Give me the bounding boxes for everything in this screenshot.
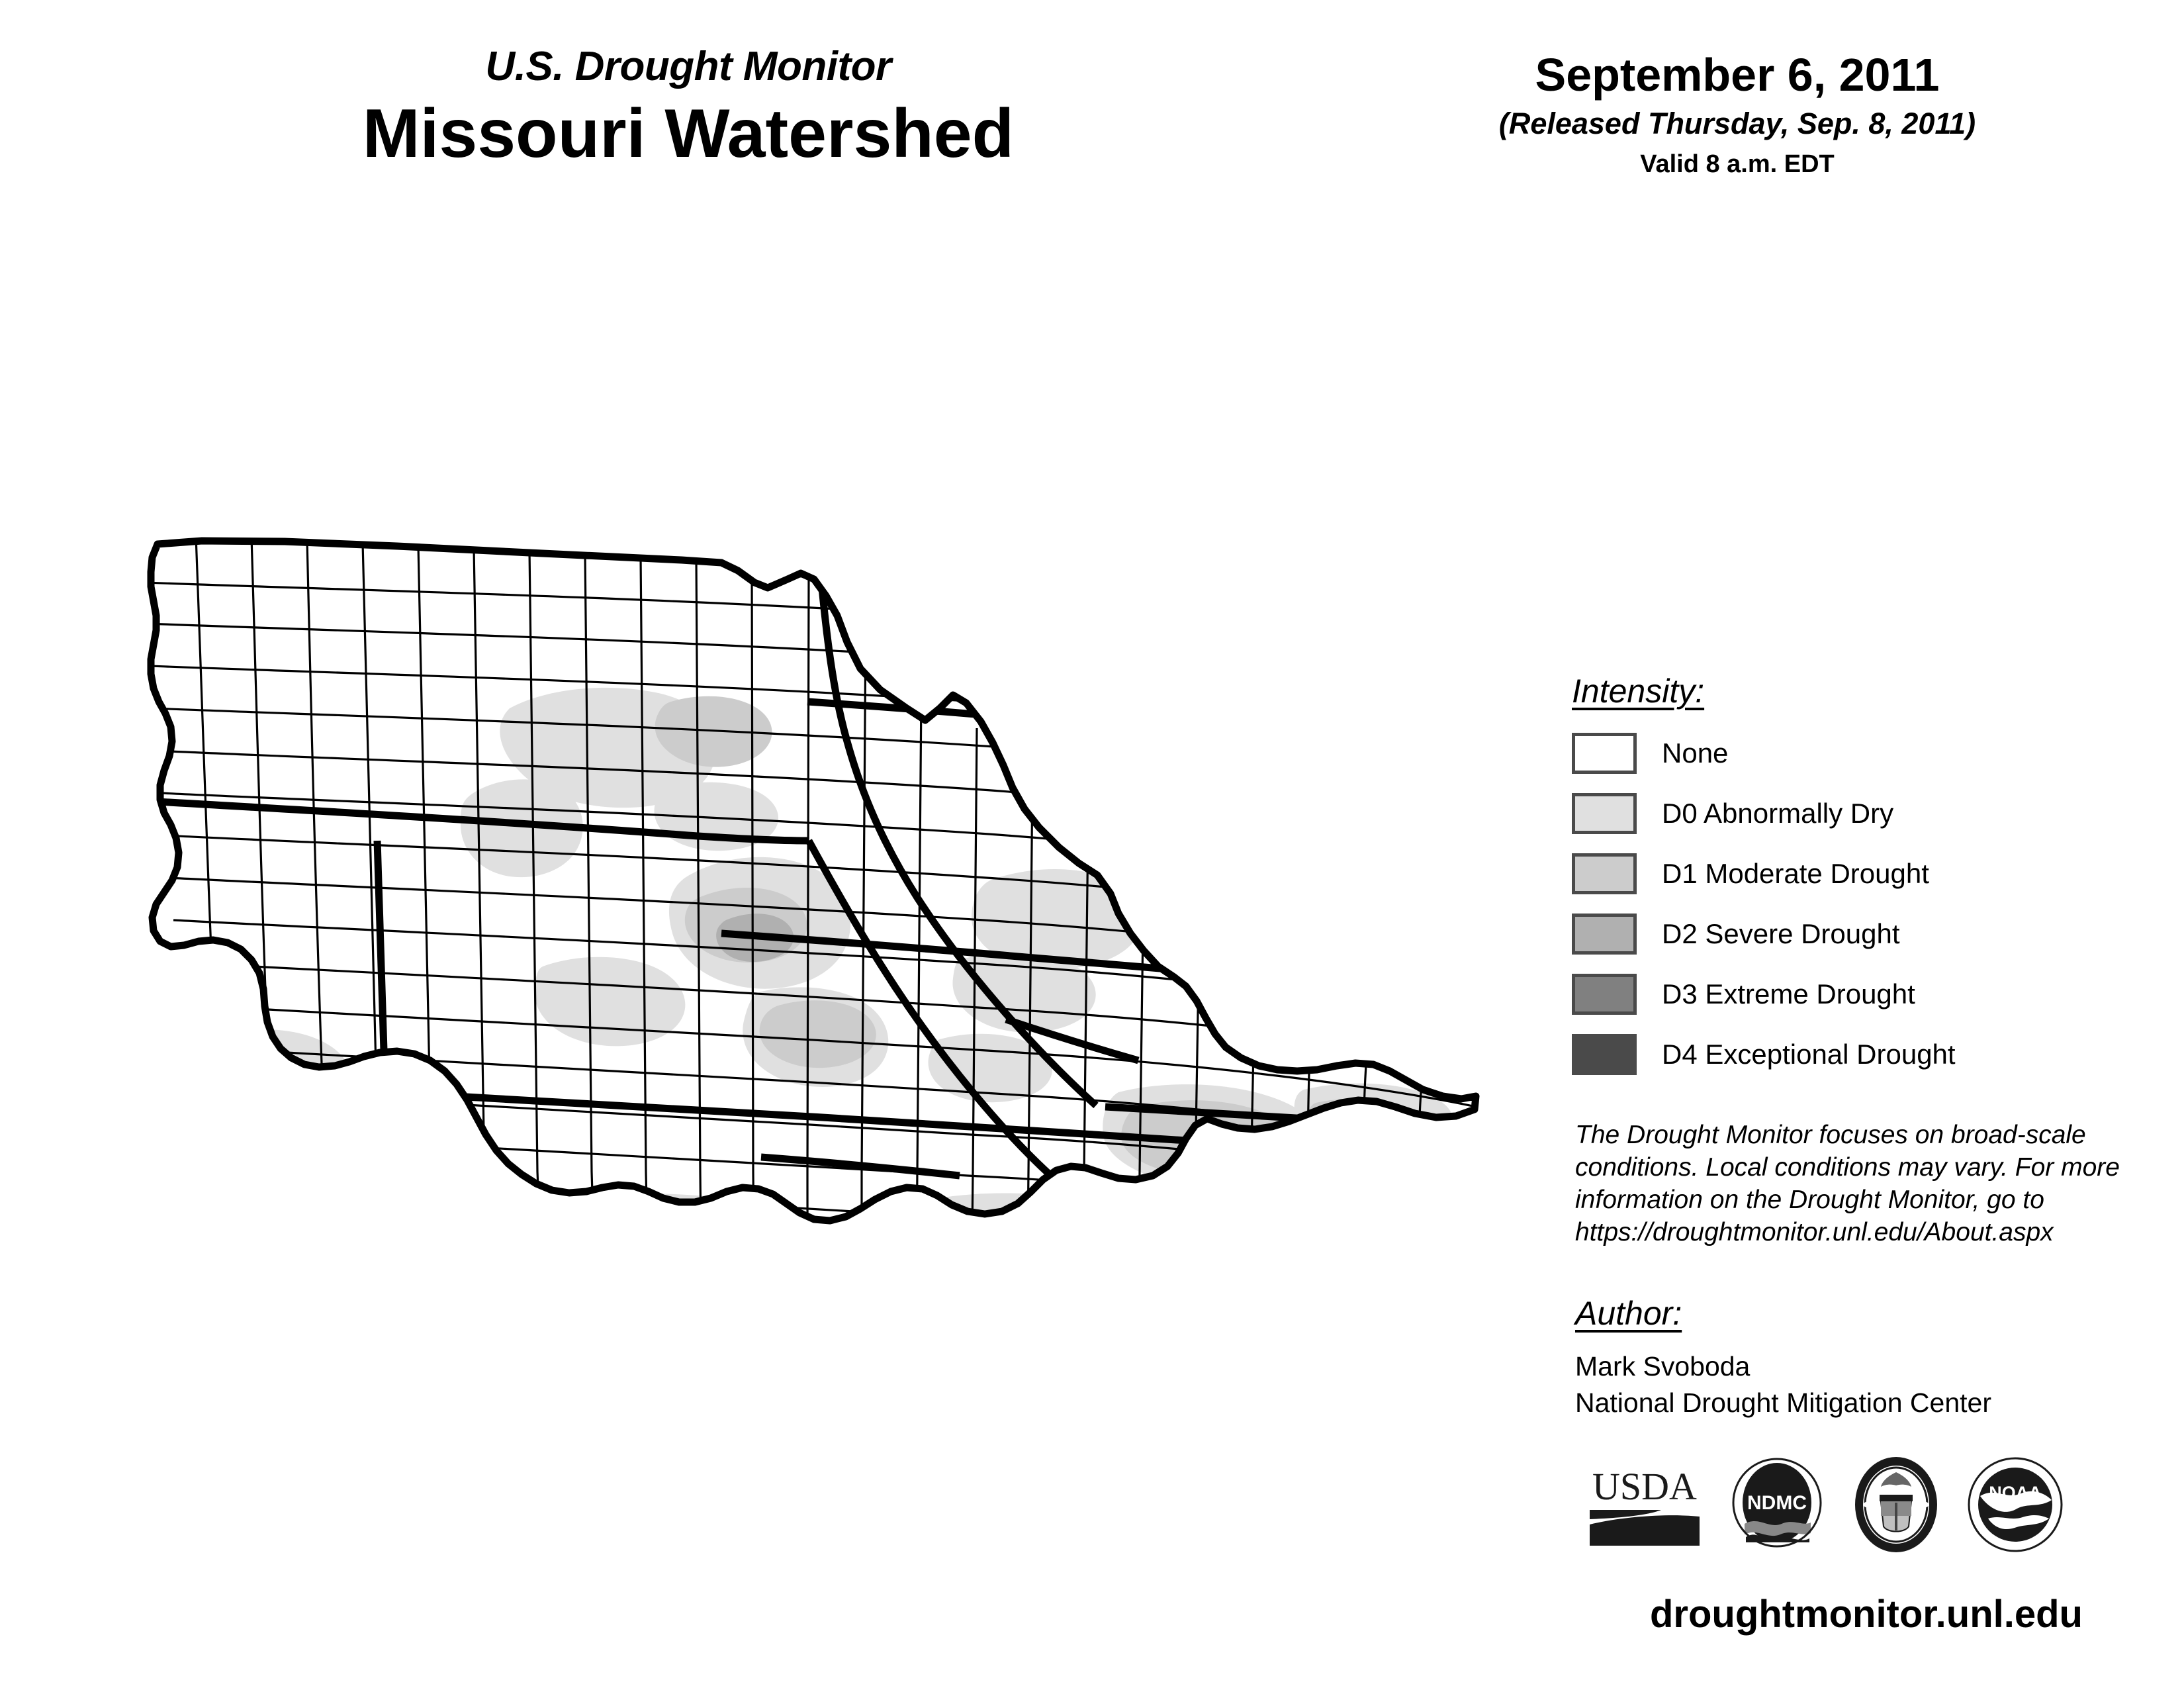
legend-label-d3: D3 Extreme Drought xyxy=(1662,978,1915,1009)
legend-label-d2: D2 Severe Drought xyxy=(1662,918,1900,949)
legend-swatch-d4 xyxy=(1572,1034,1637,1075)
legend-item-d2[interactable]: D2 Severe Drought xyxy=(1572,910,2167,959)
legend-item-d4[interactable]: D4 Exceptional Drought xyxy=(1572,1030,2167,1079)
legend-label-d0: D0 Abnormally Dry xyxy=(1662,798,1894,829)
legend-swatch-none xyxy=(1572,733,1637,774)
d0-region xyxy=(534,957,686,1047)
footer-url[interactable]: droughtmonitor.unl.edu xyxy=(1649,1593,2083,1636)
author-heading: Author: xyxy=(1575,1295,1682,1332)
legend-label-d1: D1 Moderate Drought xyxy=(1662,858,1929,889)
legend-swatch-d1 xyxy=(1572,853,1637,894)
legend-swatch-d0 xyxy=(1572,793,1637,834)
noaa-logo: NOAA xyxy=(1966,1455,2065,1558)
noaa-logo-text: NOAA xyxy=(1989,1483,2042,1503)
program-title: U.S. Drought Monitor xyxy=(485,44,891,89)
legend-item-d0[interactable]: D0 Abnormally Dry xyxy=(1572,789,2167,838)
legend-heading: Intensity: xyxy=(1572,673,1705,710)
disclaimer-text: The Drought Monitor focuses on broad-sca… xyxy=(1575,1119,2171,1249)
date-block: September 6, 2011 (Released Thursday, Se… xyxy=(1357,52,2118,177)
disclaimer-url[interactable]: https://droughtmonitor.unl.edu/About.asp… xyxy=(1575,1218,2054,1247)
d1-region xyxy=(759,1000,876,1068)
usda-logo: USDA xyxy=(1582,1458,1707,1554)
author-affiliation: National Drought Mitigation Center xyxy=(1575,1387,1991,1418)
missouri-watershed-drought-map[interactable] xyxy=(86,510,1489,1436)
legend-item-d3[interactable]: D3 Extreme Drought xyxy=(1572,970,2167,1019)
ndmc-logo-text: NDMC xyxy=(1747,1492,1807,1514)
usda-logo-text: USDA xyxy=(1592,1465,1697,1508)
legend-item-d1[interactable]: D1 Moderate Drought xyxy=(1572,849,2167,898)
valid-time: Valid 8 a.m. EDT xyxy=(1640,150,1835,178)
author-block: Author: Mark Svoboda National Drought Mi… xyxy=(1575,1294,2171,1421)
valid-date: September 6, 2011 xyxy=(1535,49,1940,101)
legend-item-none[interactable]: None xyxy=(1572,729,2167,778)
doc-seal xyxy=(1846,1455,1946,1558)
legend-swatch-d3 xyxy=(1572,974,1637,1015)
ndmc-logo: NDMC xyxy=(1727,1455,1827,1558)
legend-label-d4: D4 Exceptional Drought xyxy=(1662,1039,1956,1070)
page-title: Missouri Watershed xyxy=(362,95,1015,172)
title-block: U.S. Drought Monitor Missouri Watershed xyxy=(172,46,1205,170)
d0-region xyxy=(972,868,1143,969)
d0-region xyxy=(928,1033,1052,1103)
disclaimer-line-2: conditions. Local conditions may vary. F… xyxy=(1575,1153,2120,1182)
disclaimer-line-3: information on the Drought Monitor, go t… xyxy=(1575,1186,2044,1215)
legend-label-none: None xyxy=(1662,737,1729,769)
map-svg[interactable] xyxy=(86,510,1489,1436)
disclaimer-line-1: The Drought Monitor focuses on broad-sca… xyxy=(1575,1121,2086,1149)
legend-swatch-d2 xyxy=(1572,914,1637,955)
intensity-legend: Intensity: None D0 Abnormally Dry D1 Mod… xyxy=(1572,672,2167,1090)
released-date: (Released Thursday, Sep. 8, 2011) xyxy=(1498,107,1976,140)
agency-logos: USDA NDMC xyxy=(1582,1453,2164,1559)
watershed-boundary xyxy=(147,537,1480,1225)
author-name: Mark Svoboda xyxy=(1575,1351,1751,1382)
